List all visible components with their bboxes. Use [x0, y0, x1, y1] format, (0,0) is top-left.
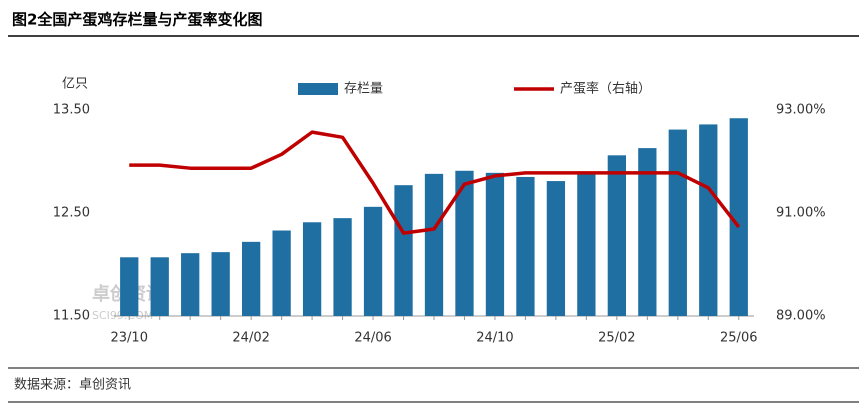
- legend-swatch: [298, 83, 338, 95]
- bar: [242, 241, 261, 316]
- bar: [424, 173, 444, 316]
- bar: [333, 218, 352, 316]
- bar: [363, 206, 383, 316]
- x-tick-label: 25/06: [720, 331, 757, 346]
- chart-title: 图2全国产蛋鸡存栏量与产蛋率变化图: [12, 11, 262, 29]
- bar: [455, 170, 474, 316]
- y2-tick-label: 89.00%: [776, 309, 826, 324]
- y-tick-label: 12.50: [53, 206, 90, 221]
- line: [129, 130, 741, 235]
- bar: [638, 148, 657, 316]
- x-tick-label: 24/06: [354, 331, 391, 346]
- y-tick-label: 11.50: [53, 309, 90, 324]
- bar: [729, 118, 748, 317]
- y-tick-label: 13.50: [53, 103, 90, 118]
- x-tick-label: 25/02: [598, 331, 635, 346]
- bar: [668, 129, 687, 316]
- bar: [120, 257, 139, 316]
- bar: [699, 124, 718, 316]
- bar: [150, 257, 169, 316]
- x-tick-label: 24/10: [476, 331, 513, 346]
- y2-tick-label: 93.00%: [776, 103, 826, 118]
- y2-tick-label: 91.00%: [776, 206, 826, 221]
- legend-label: 存栏量: [344, 82, 383, 97]
- bar: [516, 176, 535, 316]
- bar: [394, 185, 413, 316]
- x-tick-label: 23/10: [111, 331, 148, 346]
- bar: [272, 230, 291, 316]
- bar: [485, 172, 505, 316]
- bar: [607, 155, 626, 316]
- y-unit: 亿只: [62, 77, 88, 92]
- bar: [302, 222, 322, 316]
- bar: [181, 253, 200, 316]
- bar: [211, 252, 230, 316]
- legend-label: 产蛋率（右轴）: [560, 81, 651, 97]
- x-tick-label: 24/02: [232, 331, 269, 346]
- source: 数据来源：卓创资讯: [14, 378, 131, 393]
- bar: [577, 171, 596, 316]
- bar: [546, 181, 566, 316]
